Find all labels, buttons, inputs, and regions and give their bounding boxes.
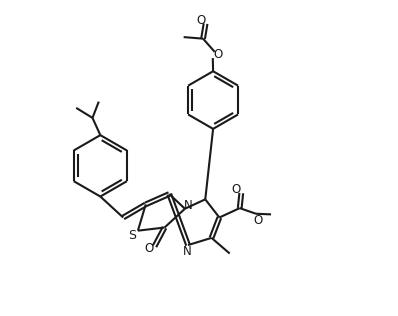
Text: O: O — [231, 184, 240, 197]
Text: S: S — [128, 229, 136, 242]
Text: O: O — [213, 48, 223, 61]
Text: N: N — [184, 199, 193, 212]
Text: O: O — [144, 242, 154, 255]
Text: N: N — [183, 246, 192, 258]
Text: O: O — [253, 214, 262, 227]
Text: O: O — [196, 14, 205, 27]
